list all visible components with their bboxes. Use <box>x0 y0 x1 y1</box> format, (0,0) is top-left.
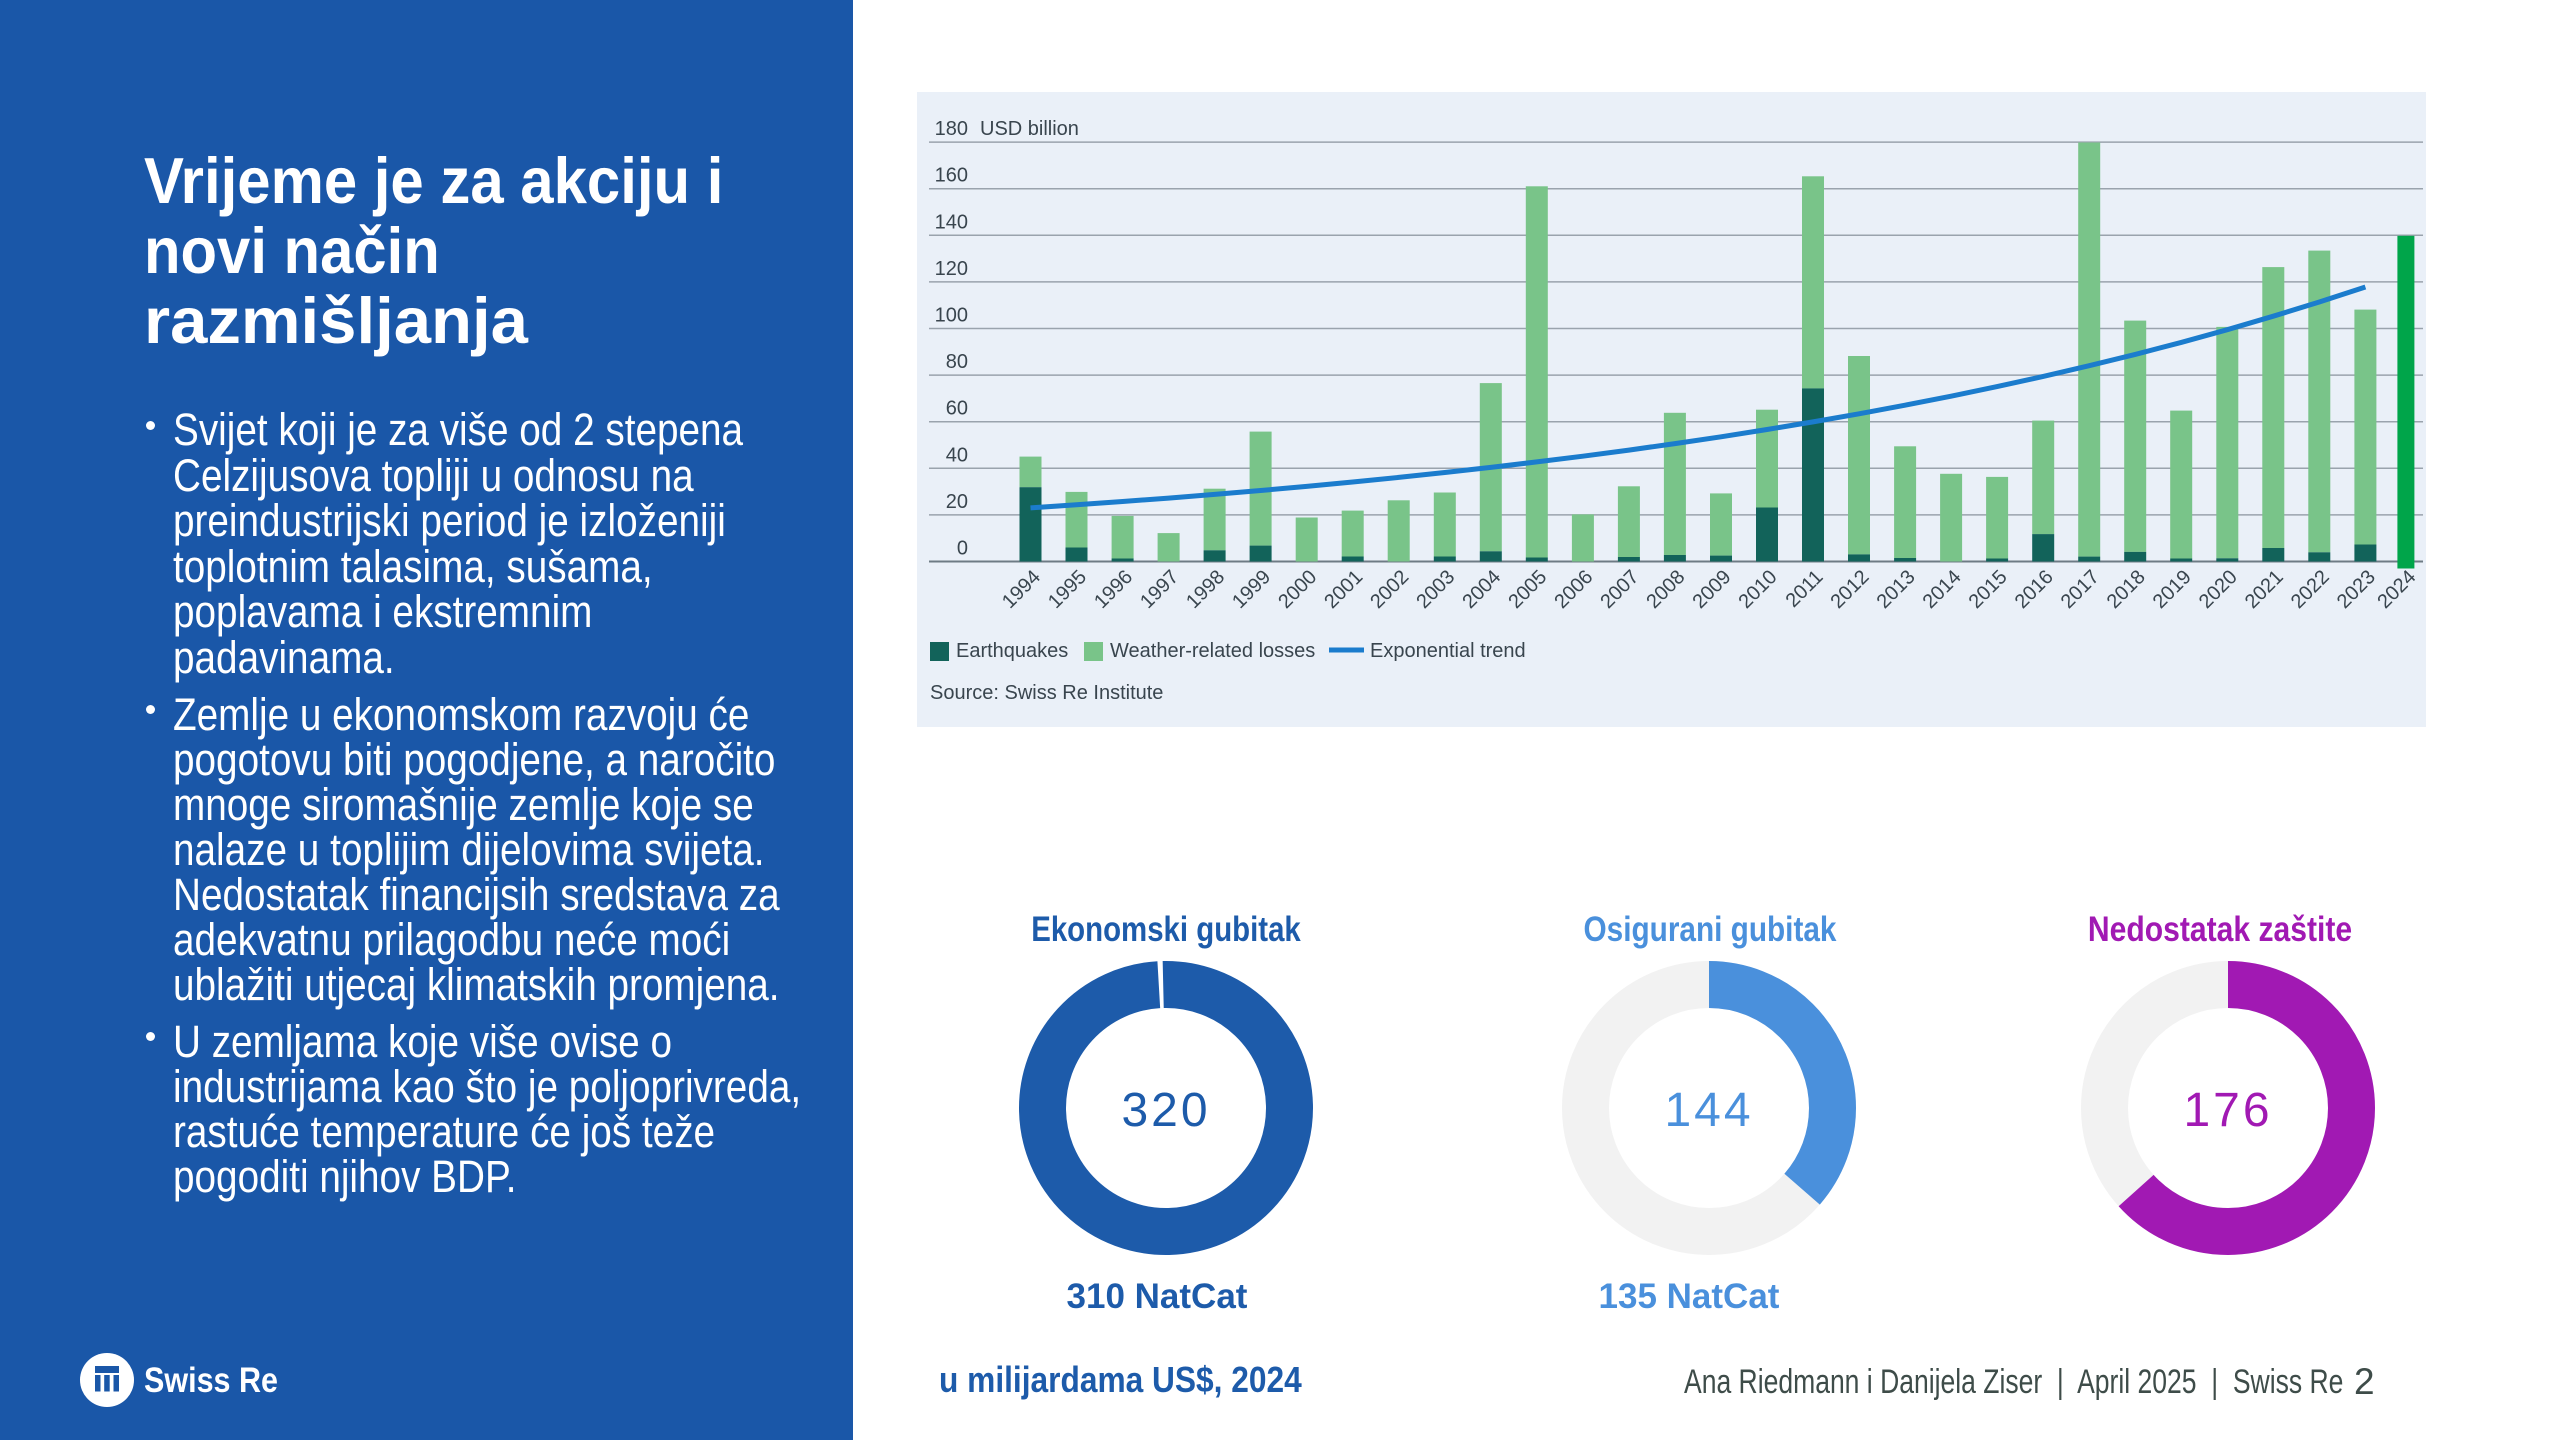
svg-text:140: 140 <box>935 211 968 233</box>
svg-text:40: 40 <box>946 444 968 466</box>
svg-text:Weather-related losses: Weather-related losses <box>1110 640 1315 662</box>
svg-text:0: 0 <box>957 538 968 560</box>
svg-text:20: 20 <box>946 491 968 513</box>
svg-text:180: 180 <box>935 118 968 140</box>
svg-text:160: 160 <box>935 165 968 187</box>
svg-text:60: 60 <box>946 398 968 420</box>
svg-text:80: 80 <box>946 351 968 373</box>
svg-text:Earthquakes: Earthquakes <box>956 640 1068 662</box>
svg-text:120: 120 <box>935 258 968 280</box>
svg-text:Exponential trend: Exponential trend <box>1370 640 1526 662</box>
svg-text:USD billion: USD billion <box>980 118 1079 140</box>
svg-text:Source: Swiss Re Institute: Source: Swiss Re Institute <box>930 682 1163 704</box>
svg-text:100: 100 <box>935 305 968 327</box>
svg-text:Swiss Re: Swiss Re <box>144 1361 278 1400</box>
